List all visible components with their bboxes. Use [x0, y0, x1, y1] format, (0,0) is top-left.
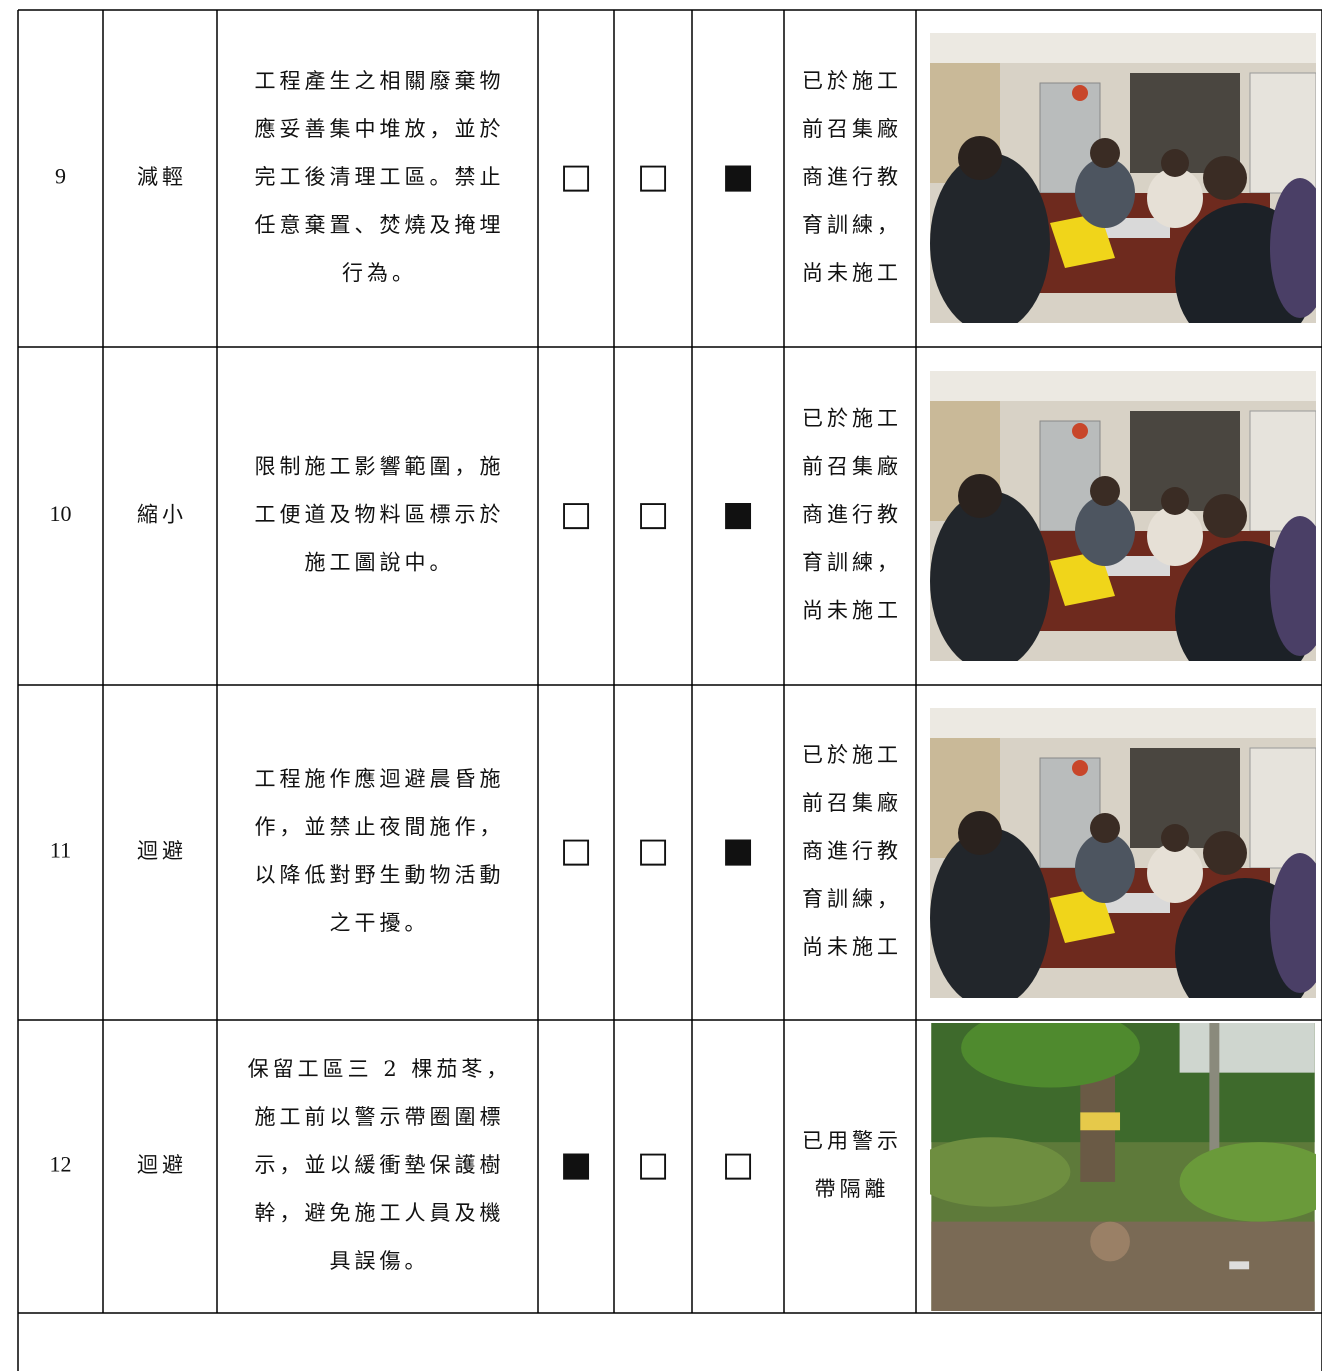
status-text: 育訓練，: [802, 213, 902, 237]
checkbox: ■: [722, 157, 754, 197]
photo: [930, 33, 1316, 323]
measure-text: 示，並以緩衝墊保護樹: [255, 1153, 505, 1177]
status-text: 前召集廠: [802, 117, 902, 141]
status-text: 已用警示: [802, 1129, 902, 1153]
checkbox: □: [637, 157, 669, 197]
checkbox: □: [637, 1145, 669, 1185]
measure-text: 行為。: [342, 261, 417, 285]
item-number: 11: [50, 838, 71, 863]
photo: [930, 371, 1316, 661]
measure-text: 施工前以警示帶圈圍標: [255, 1105, 505, 1129]
checkbox: ■: [722, 831, 754, 871]
status-text: 育訓練，: [802, 887, 902, 911]
checkbox: □: [722, 1145, 754, 1185]
status-text: 育訓練，: [802, 551, 902, 575]
status-text: 已於施工: [802, 743, 902, 767]
checkbox: ■: [560, 1145, 592, 1185]
strategy-type: 縮小: [137, 503, 187, 527]
status-text: 商進行教: [802, 839, 902, 863]
measure-text: 具誤傷。: [330, 1249, 430, 1273]
status-text: 商進行教: [802, 165, 902, 189]
status-text: 尚未施工: [802, 599, 902, 623]
measure-text: 應妥善集中堆放，並於: [255, 117, 505, 141]
measure-text: 以降低對野生動物活動: [255, 863, 505, 887]
checkbox: □: [637, 494, 669, 534]
photo: [930, 708, 1316, 998]
status-text: 前召集廠: [802, 455, 902, 479]
measure-text: 幹，避免施工人員及機: [255, 1201, 505, 1225]
strategy-type: 減輕: [137, 165, 187, 189]
measure-text: 限制施工影響範圍，施: [255, 455, 505, 479]
checkbox: □: [637, 831, 669, 871]
checkbox: □: [560, 831, 592, 871]
status-text: 已於施工: [802, 407, 902, 431]
status-text: 尚未施工: [802, 261, 902, 285]
item-number: 9: [55, 164, 66, 189]
measure-text: 工程產生之相關廢棄物: [255, 69, 505, 93]
measure-text: 完工後清理工區。禁止: [255, 165, 505, 189]
status-text: 商進行教: [802, 503, 902, 527]
measure-text: 作，並禁止夜間施作，: [255, 815, 505, 839]
measure-text: 任意棄置、焚燒及掩埋: [255, 213, 505, 237]
measure-text: 保留工區三 2 棵茄苳，: [248, 1057, 512, 1081]
checkbox: □: [560, 157, 592, 197]
strategy-type: 迴避: [137, 1153, 187, 1177]
measure-text: 工程施作應迴避晨昏施: [255, 767, 505, 791]
item-number: 12: [50, 1152, 72, 1177]
checkbox: □: [560, 494, 592, 534]
measure-text: 工便道及物料區標示於: [255, 503, 505, 527]
checkbox: ■: [722, 494, 754, 534]
status-text: 前召集廠: [802, 791, 902, 815]
measure-text: 施工圖說中。: [305, 551, 455, 575]
status-text: 尚未施工: [802, 935, 902, 959]
status-text: 已於施工: [802, 69, 902, 93]
status-text: 帶隔離: [815, 1177, 890, 1201]
item-number: 10: [50, 501, 72, 526]
measure-text: 之干擾。: [330, 911, 430, 935]
strategy-type: 迴避: [137, 839, 187, 863]
photo: [930, 1023, 1316, 1311]
